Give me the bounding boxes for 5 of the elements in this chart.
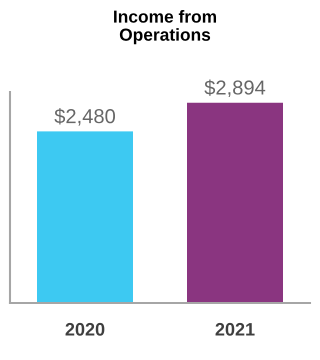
- x-tick-label: 2021: [216, 322, 255, 336]
- chart-title: Income from Operations: [114, 10, 216, 44]
- data-label: $2,894: [204, 80, 266, 98]
- x-tick-label: 2020: [66, 322, 104, 336]
- data-label: $2,480: [54, 108, 116, 126]
